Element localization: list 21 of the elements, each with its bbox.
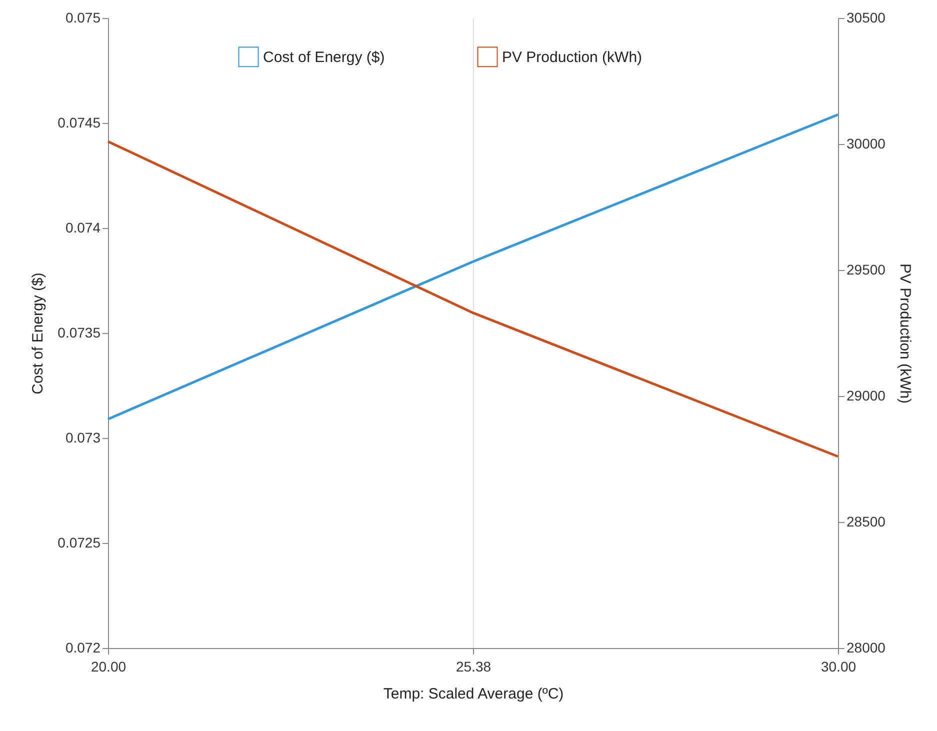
- y-axis-title: Cost of Energy ($): [30, 272, 47, 394]
- y-tick-label: 0.073: [65, 430, 101, 446]
- y2-tick-label: 29000: [846, 388, 886, 404]
- y2-tick-label: 30500: [846, 10, 886, 26]
- legend-label: PV Production (kWh): [502, 48, 642, 66]
- y2-tick-label: 30000: [846, 136, 886, 152]
- y-tick-label: 0.074: [65, 220, 101, 236]
- y2-axis-title: PV Production (kWh): [896, 263, 914, 404]
- y-tick-label: 0.075: [65, 10, 101, 26]
- y-tick-label: 0.0725: [58, 534, 101, 550]
- x-tick-label: 20.00: [90, 658, 126, 674]
- x-tick-label: 30.00: [820, 658, 856, 674]
- legend-label: Cost of Energy ($): [263, 48, 385, 66]
- x-axis-title: Temp: Scaled Average (ºC): [383, 686, 564, 702]
- y2-tick-label: 28000: [846, 640, 886, 656]
- y2-tick-label: 28500: [846, 514, 886, 530]
- y-tick-label: 0.072: [65, 640, 101, 656]
- x-tick-label: 25.38: [456, 658, 492, 674]
- y2-tick-label: 29500: [846, 262, 886, 278]
- y-tick-label: 0.0745: [58, 114, 101, 130]
- y-tick-label: 0.0735: [58, 324, 101, 340]
